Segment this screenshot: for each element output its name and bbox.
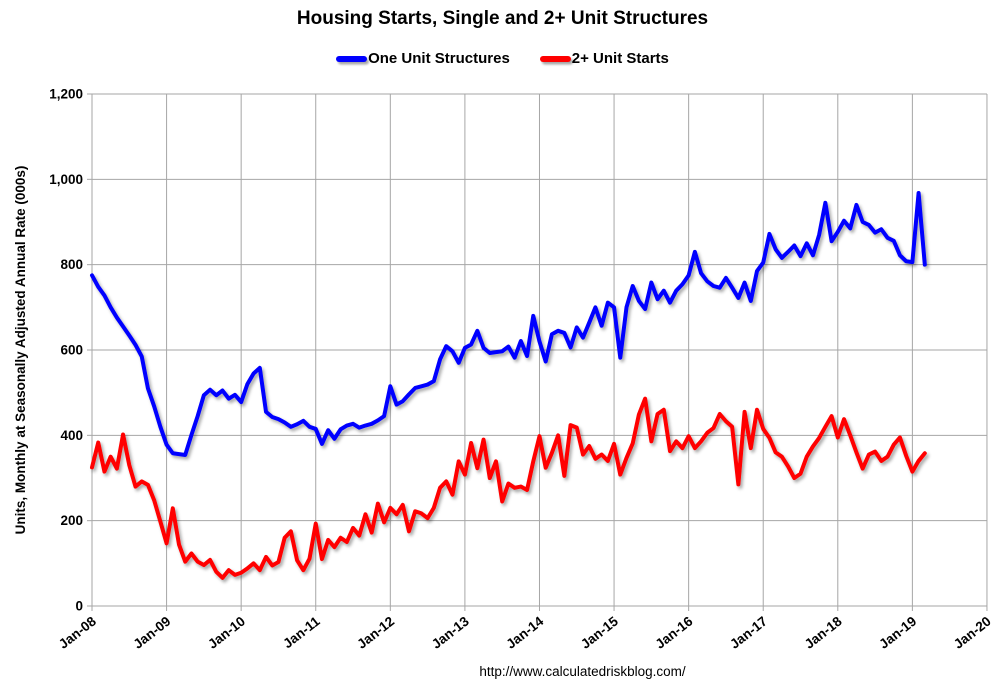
y-tick-label: 1,000: [49, 172, 83, 187]
x-tick-label: Jan-08: [56, 613, 99, 651]
x-tick-label: Jan-09: [130, 614, 173, 652]
chart-title: Housing Starts, Single and 2+ Unit Struc…: [296, 8, 709, 29]
y-tick-label: 600: [60, 343, 83, 358]
legend-line-swatch-two-plus: [539, 55, 571, 62]
x-tick-label: Jan-20: [951, 614, 994, 652]
y-tick-label: 400: [60, 428, 83, 443]
legend-label-two-plus: 2+ Unit Starts: [571, 50, 669, 67]
x-tick-label: Jan-15: [578, 613, 621, 651]
y-tick-label: 1,200: [49, 87, 83, 102]
y-tick-label: 0: [75, 599, 83, 614]
y-tick-label: 200: [60, 513, 83, 528]
x-tick-label: Jan-10: [205, 614, 248, 652]
x-tick-label: Jan-14: [503, 613, 546, 651]
source-url: http://www.calculatedriskblog.com/: [479, 664, 686, 679]
legend-item-one-unit: One Unit Structures: [336, 50, 510, 67]
series-line-one-unit: [90, 190, 927, 457]
legend-item-two-plus: 2+ Unit Starts: [539, 50, 669, 67]
series-line-two-plus: [90, 396, 927, 580]
x-tick-label: Jan-11: [280, 613, 323, 651]
chart-legend: One Unit Structures 2+ Unit Starts: [0, 50, 1005, 67]
x-tick-label: Jan-16: [653, 613, 696, 651]
legend-line-swatch-one-unit: [336, 55, 368, 62]
y-tick-label: 800: [60, 257, 83, 272]
x-tick-label: Jan-12: [354, 614, 397, 652]
x-tick-label: Jan-19: [876, 614, 919, 652]
x-tick-label: Jan-13: [429, 613, 472, 651]
legend-label-one-unit: One Unit Structures: [368, 50, 510, 67]
x-tick-label: Jan-18: [802, 613, 845, 651]
x-tick-label: Jan-17: [727, 614, 770, 652]
